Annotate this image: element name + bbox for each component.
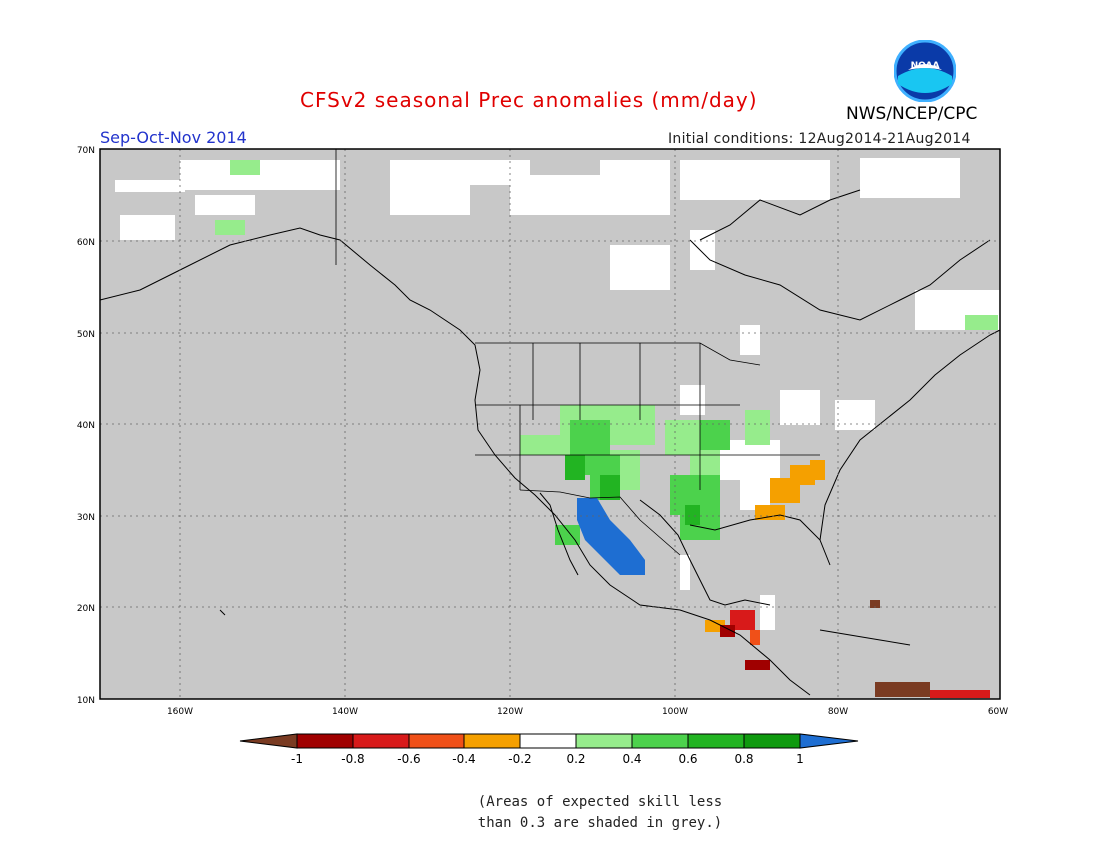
lon-label: 160W [167, 707, 193, 717]
colorbar-bin [463, 733, 521, 749]
skill-footnote: (Areas of expected skill less than 0.3 a… [470, 792, 730, 834]
agency-label: NWS/NCEP/CPC [846, 104, 978, 124]
lat-label: 70N [77, 146, 95, 156]
lat-label: 50N [77, 330, 95, 340]
colorbar-labels: -1 -0.8 -0.6 -0.4 -0.2 0.2 0.4 0.6 0.8 1 [291, 752, 804, 766]
colorbar-bin [519, 733, 577, 749]
footnote-line: (Areas of expected skill less [477, 794, 723, 810]
anomaly-shading [115, 158, 1000, 698]
lat-label: 20N [77, 604, 95, 614]
colorbar-label: 0.4 [622, 752, 641, 766]
coastlines [99, 189, 1001, 696]
colorbar-label: -0.8 [341, 752, 364, 766]
lat-label: 30N [77, 513, 95, 523]
colorbar-bin [743, 733, 801, 749]
colorbar-label: -0.4 [452, 752, 475, 766]
colorbar-label: 0.6 [678, 752, 697, 766]
lon-label: 120W [497, 707, 523, 717]
lon-label: 60W [988, 707, 1008, 717]
colorbar-label: 1 [796, 752, 804, 766]
colorbar-label: 0.8 [734, 752, 753, 766]
logo-text: NOAA [911, 61, 940, 71]
colorbar-low-arrow [239, 733, 298, 749]
colorbar-bin [296, 733, 354, 749]
lon-labels: 160W 140W 120W 100W 80W 60W [167, 707, 1008, 717]
lon-label: 140W [332, 707, 358, 717]
gridlines [100, 149, 1000, 699]
lat-label: 10N [77, 696, 95, 706]
noaa-logo-icon: NOAA [894, 40, 956, 102]
lat-labels: 70N 60N 50N 40N 30N 20N 10N [77, 146, 95, 706]
political-borders [335, 149, 820, 556]
colorbar-bin [631, 733, 689, 749]
footnote-line: than 0.3 are shaded in grey.) [477, 815, 723, 831]
lat-label: 40N [77, 421, 95, 431]
colorbar-high-arrow [799, 733, 859, 749]
colorbar-label: -1 [291, 752, 303, 766]
colorbar-bin [352, 733, 410, 749]
lat-label: 60N [77, 238, 95, 248]
season-label: Sep-Oct-Nov 2014 [100, 128, 247, 147]
colorbar [239, 733, 859, 749]
map-title: CFSv2 seasonal Prec anomalies (mm/day) [300, 88, 758, 112]
colorbar-label: 0.2 [566, 752, 585, 766]
map-frame [99, 148, 1001, 700]
colorbar-label: -0.6 [397, 752, 420, 766]
lon-label: 100W [662, 707, 688, 717]
colorbar-bin [575, 733, 633, 749]
colorbar-label: -0.2 [508, 752, 531, 766]
initial-conditions-label: Initial conditions: 12Aug2014-21Aug2014 [668, 131, 971, 147]
colorbar-bin [408, 733, 465, 749]
lon-label: 80W [828, 707, 848, 717]
colorbar-bin [687, 733, 745, 749]
